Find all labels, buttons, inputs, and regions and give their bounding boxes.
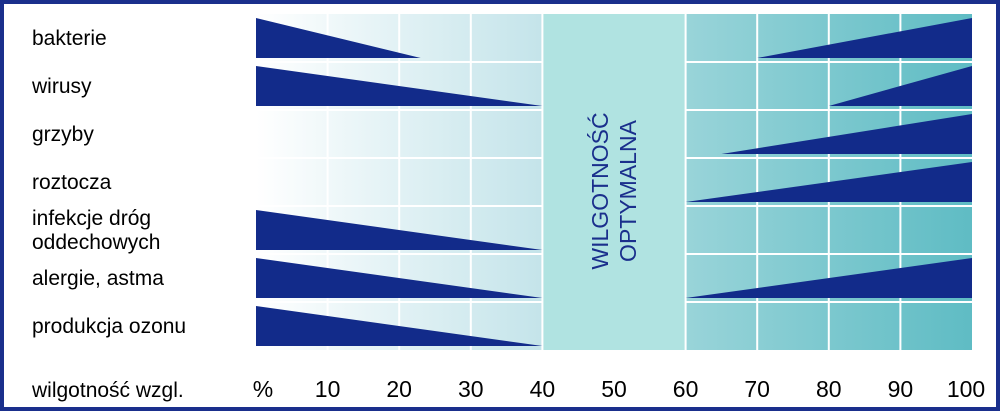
wedge-high-humidity [685,258,972,298]
row-label: wirusy [31,75,92,98]
x-tick-label: 80 [816,376,842,402]
x-tick-label: 20 [386,376,412,402]
wedge-low-humidity [256,258,543,298]
x-tick-label: 70 [744,376,770,402]
wedge-high-humidity [828,66,972,106]
wedge-high-humidity [757,18,972,58]
x-tick-label: 40 [530,376,556,402]
x-tick-label: 50 [601,376,627,402]
row-label: produkcja ozonu [32,315,186,338]
optimal-zone-label-line1: WILGOTNOŚĆ [586,112,613,269]
wedge-low-humidity [256,306,543,346]
wedge-low-humidity [256,210,543,250]
wedge-high-humidity [721,114,972,154]
x-axis: wilgotność wzgl. % 10 20 30 40 50 60 70 80 90 100 [31,376,985,402]
optimal-zone-label: WILGOTNOŚĆ OPTYMALNA [586,112,641,269]
x-axis-unit: % [253,376,273,402]
chart-wedges [256,18,972,346]
x-axis-title: wilgotność wzgl. [31,379,184,402]
wedge-low-humidity [256,18,421,58]
x-tick-label: 90 [888,376,914,402]
row-label: grzyby [32,123,94,146]
row-labels: bakterie wirusy grzyby roztocza infekcje dró… [31,27,186,338]
x-tick-label: 100 [947,376,985,402]
row-label: oddechowych [32,231,160,254]
humidity-chart: bakterie wirusy grzyby roztocza infekcje dró… [31,14,985,402]
row-label: infekcje dróg [32,207,151,230]
x-tick-label: 30 [458,376,484,402]
row-label: roztocza [32,171,112,194]
row-label: bakterie [32,27,107,50]
optimal-zone-label-line2: OPTYMALNA [615,119,641,262]
wedge-low-humidity [256,66,543,106]
x-tick-label: 10 [315,376,341,402]
optimal-zone [542,14,686,350]
row-label: alergie, astma [32,267,164,290]
x-tick-label: 60 [673,376,699,402]
wedge-high-humidity [685,162,972,202]
